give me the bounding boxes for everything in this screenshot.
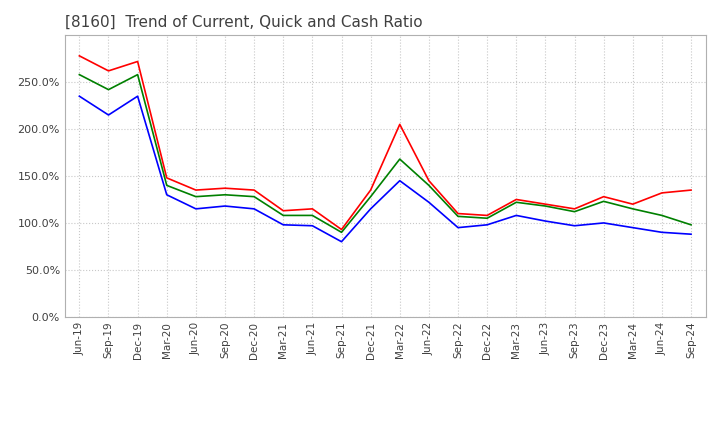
Current Ratio — [279, 208, 287, 213]
Current Ratio — [250, 187, 258, 193]
Current Ratio — [687, 187, 696, 193]
Quick Ratio — [308, 213, 317, 218]
Cash Ratio — [220, 203, 229, 209]
Quick Ratio — [133, 72, 142, 77]
Line: Quick Ratio: Quick Ratio — [79, 75, 691, 232]
Quick Ratio — [599, 199, 608, 204]
Current Ratio — [395, 122, 404, 127]
Cash Ratio — [454, 225, 462, 230]
Line: Current Ratio: Current Ratio — [79, 56, 691, 230]
Cash Ratio — [657, 230, 666, 235]
Current Ratio — [599, 194, 608, 199]
Current Ratio — [308, 206, 317, 212]
Text: [8160]  Trend of Current, Quick and Cash Ratio: [8160] Trend of Current, Quick and Cash … — [65, 15, 423, 30]
Quick Ratio — [75, 72, 84, 77]
Cash Ratio — [337, 239, 346, 244]
Cash Ratio — [512, 213, 521, 218]
Cash Ratio — [599, 220, 608, 226]
Quick Ratio — [687, 222, 696, 227]
Quick Ratio — [192, 194, 200, 199]
Current Ratio — [104, 68, 113, 73]
Cash Ratio — [133, 94, 142, 99]
Current Ratio — [337, 227, 346, 232]
Quick Ratio — [220, 192, 229, 198]
Cash Ratio — [366, 206, 375, 212]
Cash Ratio — [425, 200, 433, 205]
Quick Ratio — [250, 194, 258, 199]
Current Ratio — [425, 178, 433, 183]
Current Ratio — [163, 175, 171, 180]
Current Ratio — [192, 187, 200, 193]
Current Ratio — [366, 187, 375, 193]
Quick Ratio — [512, 200, 521, 205]
Current Ratio — [220, 186, 229, 191]
Quick Ratio — [541, 203, 550, 209]
Line: Cash Ratio: Cash Ratio — [79, 96, 691, 242]
Current Ratio — [657, 190, 666, 195]
Quick Ratio — [629, 206, 637, 212]
Current Ratio — [454, 211, 462, 216]
Current Ratio — [483, 213, 492, 218]
Cash Ratio — [395, 178, 404, 183]
Quick Ratio — [483, 216, 492, 221]
Cash Ratio — [687, 231, 696, 237]
Cash Ratio — [75, 94, 84, 99]
Cash Ratio — [483, 222, 492, 227]
Cash Ratio — [629, 225, 637, 230]
Quick Ratio — [366, 194, 375, 199]
Quick Ratio — [163, 183, 171, 188]
Quick Ratio — [104, 87, 113, 92]
Current Ratio — [629, 202, 637, 207]
Current Ratio — [75, 53, 84, 59]
Cash Ratio — [192, 206, 200, 212]
Current Ratio — [570, 206, 579, 212]
Cash Ratio — [104, 112, 113, 117]
Quick Ratio — [425, 183, 433, 188]
Quick Ratio — [570, 209, 579, 214]
Quick Ratio — [657, 213, 666, 218]
Quick Ratio — [454, 214, 462, 219]
Quick Ratio — [337, 230, 346, 235]
Current Ratio — [512, 197, 521, 202]
Cash Ratio — [279, 222, 287, 227]
Cash Ratio — [541, 218, 550, 224]
Quick Ratio — [395, 157, 404, 162]
Cash Ratio — [570, 223, 579, 228]
Cash Ratio — [308, 223, 317, 228]
Current Ratio — [541, 202, 550, 207]
Quick Ratio — [279, 213, 287, 218]
Current Ratio — [133, 59, 142, 64]
Cash Ratio — [163, 192, 171, 198]
Cash Ratio — [250, 206, 258, 212]
